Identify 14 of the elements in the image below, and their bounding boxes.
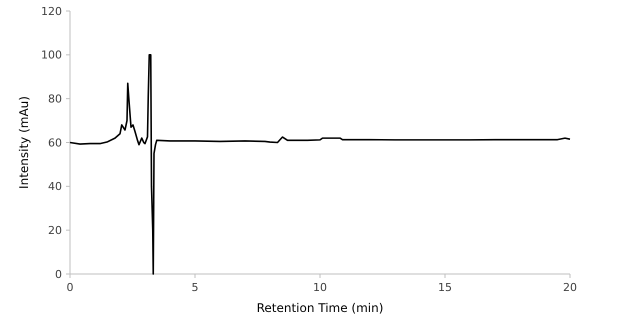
y-tick-label: 100 [41,48,62,62]
y-axis-title: Intensity (mAu) [17,96,31,189]
y-tick-label: 20 [48,224,62,238]
y-tick-label: 60 [48,136,62,150]
x-tick-label: 20 [563,281,577,294]
y-tick-label: 80 [48,92,62,106]
x-tick-label: 15 [438,281,452,294]
y-tick-label: 0 [55,268,62,281]
x-tick-label: 10 [313,281,327,294]
x-axis-title: Retention Time (min) [256,301,384,315]
x-tick-label: 5 [192,281,198,294]
x-tick-label: 0 [66,281,74,294]
y-tick-label: 40 [48,180,62,194]
y-tick-label: 120 [41,4,62,18]
